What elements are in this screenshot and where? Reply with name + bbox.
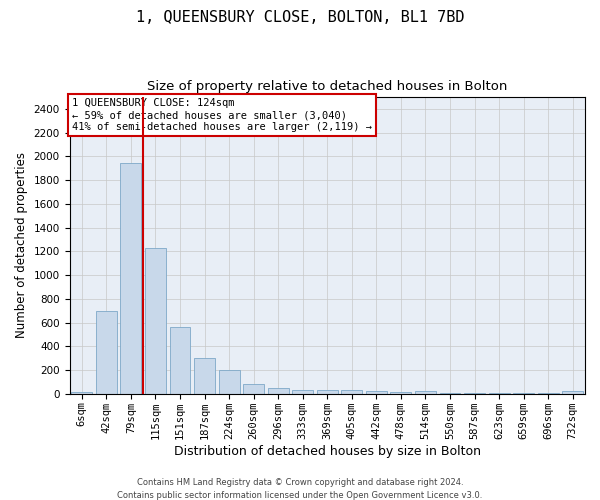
Bar — [145, 248, 166, 394]
Bar — [170, 326, 190, 394]
Title: Size of property relative to detached houses in Bolton: Size of property relative to detached ho… — [147, 80, 508, 93]
Bar — [194, 358, 215, 394]
Bar — [71, 392, 92, 394]
Y-axis label: Number of detached properties: Number of detached properties — [15, 152, 28, 338]
Bar — [341, 390, 362, 394]
Text: 1, QUEENSBURY CLOSE, BOLTON, BL1 7BD: 1, QUEENSBURY CLOSE, BOLTON, BL1 7BD — [136, 10, 464, 25]
Bar — [366, 392, 387, 394]
Text: 1 QUEENSBURY CLOSE: 124sqm
← 59% of detached houses are smaller (3,040)
41% of s: 1 QUEENSBURY CLOSE: 124sqm ← 59% of deta… — [72, 98, 372, 132]
Bar — [562, 392, 583, 394]
Bar — [464, 393, 485, 394]
Bar — [96, 312, 117, 394]
Text: Contains HM Land Registry data © Crown copyright and database right 2024.
Contai: Contains HM Land Registry data © Crown c… — [118, 478, 482, 500]
Bar — [218, 370, 239, 394]
Bar — [488, 393, 509, 394]
Bar — [391, 392, 412, 394]
Bar — [268, 388, 289, 394]
Bar — [440, 393, 460, 394]
Bar — [415, 392, 436, 394]
Bar — [513, 393, 534, 394]
Bar — [121, 164, 142, 394]
Bar — [538, 393, 559, 394]
Bar — [317, 390, 338, 394]
X-axis label: Distribution of detached houses by size in Bolton: Distribution of detached houses by size … — [174, 444, 481, 458]
Bar — [292, 390, 313, 394]
Bar — [243, 384, 264, 394]
